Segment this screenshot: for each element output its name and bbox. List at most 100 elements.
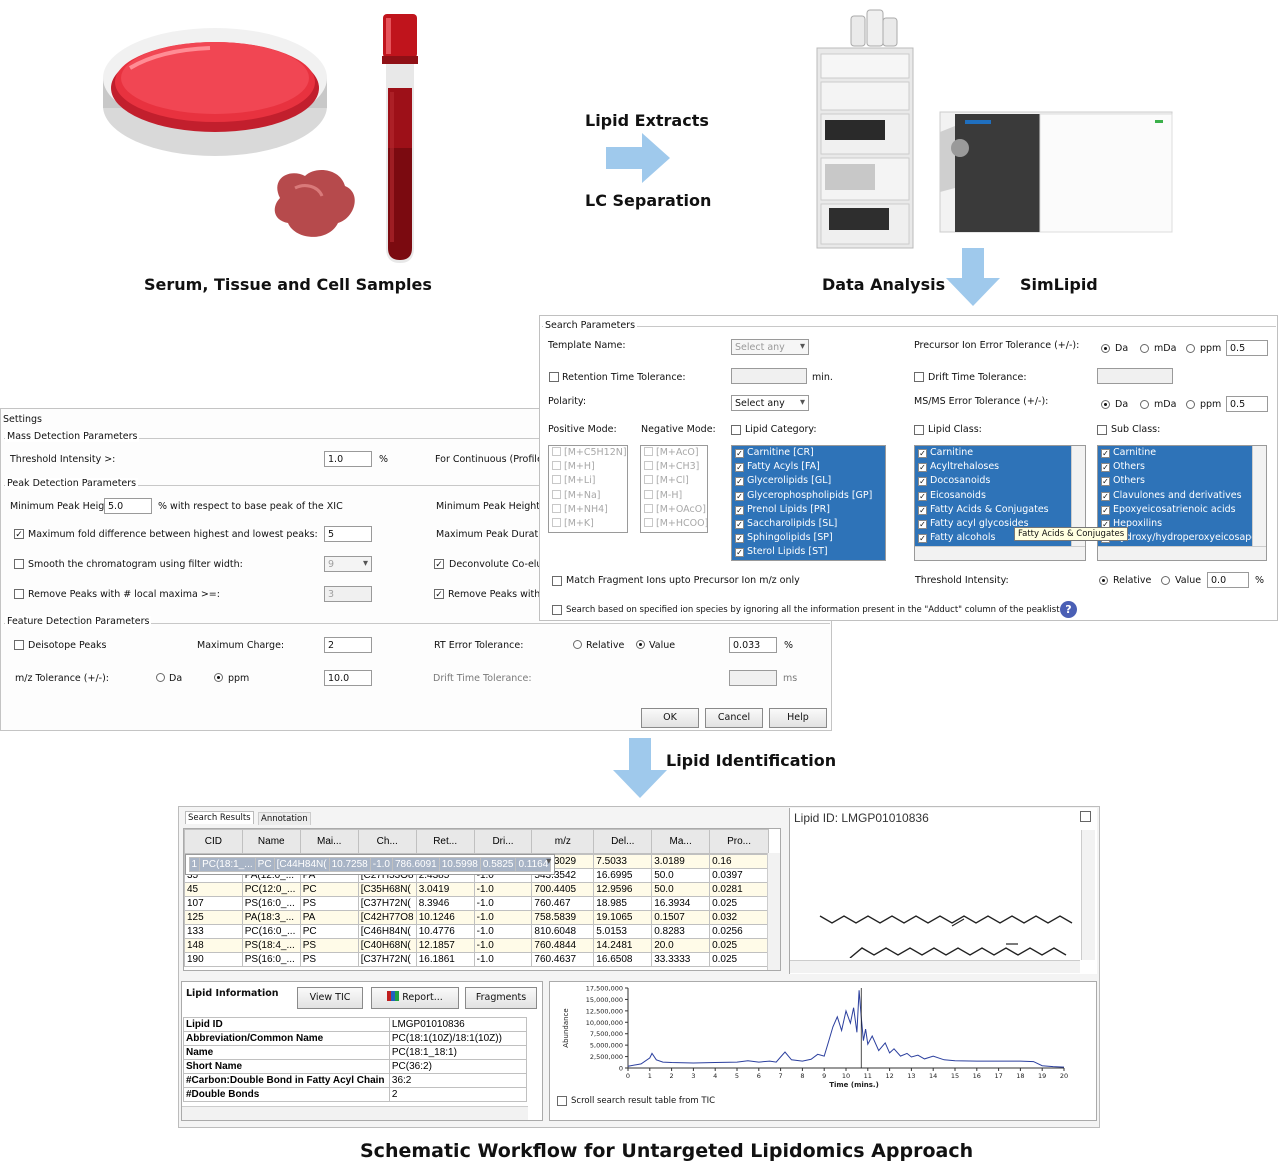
- rt-value-input[interactable]: 0.033: [729, 637, 777, 653]
- list-item[interactable]: ✓ Saccharolipids [SL]: [735, 517, 838, 529]
- column-header[interactable]: CID: [184, 829, 243, 854]
- max-fold-checkbox[interactable]: ✓: [14, 529, 24, 539]
- rt-tol-checkbox[interactable]: [549, 372, 559, 382]
- drift-tol-input[interactable]: [1097, 368, 1173, 384]
- precursor-da-radio[interactable]: [1101, 344, 1110, 353]
- category-checkbox[interactable]: [731, 425, 741, 435]
- view-tic-button[interactable]: View TIC: [297, 987, 363, 1009]
- list-item[interactable]: ✓ Glycerolipids [GL]: [735, 475, 832, 487]
- template-select[interactable]: Select any: [731, 339, 809, 355]
- subclass-list[interactable]: ✓ Carnitine ✓ Others ✓ Others ✓ Clavulones a…: [1097, 445, 1267, 561]
- table-row[interactable]: 107 PS(16:0_... PS [C37H72N(8.3946 -1.0 760.4…: [184, 896, 769, 911]
- expand-icon[interactable]: [1080, 811, 1091, 822]
- structure-scrollbar[interactable]: [1081, 830, 1095, 960]
- negative-mode-list[interactable]: [M+AcO] [M+CH3] [M+Cl] [M-H] [M+OAcO] [M…: [640, 445, 708, 533]
- max-charge-input[interactable]: 2: [324, 637, 372, 653]
- lipid-class-list[interactable]: ✓ Carnitine ✓ Acyltrehaloses ✓ Docosanoids …: [914, 445, 1086, 561]
- table-row[interactable]: 1 PC(18:1_... PC [C44H84N(10.7258 -1.0 786.60…: [184, 854, 556, 875]
- msms-mda-radio[interactable]: [1140, 400, 1149, 409]
- list-item[interactable]: [M+CH3]: [641, 460, 707, 474]
- list-item[interactable]: ✓ Glycerophospholipids [GP]: [735, 489, 873, 501]
- drift-tol-checkbox[interactable]: [914, 372, 924, 382]
- list-item[interactable]: [M+K]: [549, 517, 627, 531]
- column-header[interactable]: Dri...: [473, 829, 533, 854]
- column-header[interactable]: Pro...: [709, 829, 769, 854]
- table-row[interactable]: 133 PC(16:0_... PC [C46H84N(10.4776 -1.0 810.…: [184, 924, 769, 939]
- list-item[interactable]: [M-H]: [641, 489, 707, 503]
- min-peak-input[interactable]: 5.0: [104, 498, 152, 514]
- scroll-from-tic-checkbox[interactable]: [557, 1096, 567, 1106]
- list-item[interactable]: [M+HCOO]: [641, 517, 707, 531]
- list-item[interactable]: ✓ Carnitine: [918, 447, 974, 458]
- list-item[interactable]: [M+AcO]: [641, 446, 707, 460]
- table-row[interactable]: 190 PS(16:0_... PS [C37H72N(16.1861 -1.0 760.…: [184, 952, 769, 967]
- help-button[interactable]: Help: [769, 708, 827, 728]
- tab-annotation[interactable]: Annotation: [258, 812, 311, 825]
- precursor-mda-radio[interactable]: [1140, 344, 1149, 353]
- info-hscrollbar[interactable]: [182, 1106, 528, 1120]
- smooth-select[interactable]: 9: [324, 556, 372, 572]
- list-item[interactable]: [M+H]: [549, 460, 627, 474]
- subclass-checkbox[interactable]: [1097, 425, 1107, 435]
- list-item[interactable]: ✓ Prenol Lipids [PR]: [735, 503, 830, 515]
- remove-local-input[interactable]: 3: [324, 586, 372, 602]
- list-item[interactable]: ✓ Fatty acyl glycosides: [918, 517, 1029, 529]
- list-item[interactable]: ✓ Fatty Acyls [FA]: [735, 461, 820, 473]
- max-fold-input[interactable]: 5: [324, 526, 372, 542]
- smooth-checkbox[interactable]: [14, 559, 24, 569]
- list-item[interactable]: ✓ Epoxyeicosatrienoic acids: [1101, 503, 1236, 515]
- results-scrollbar[interactable]: [767, 853, 780, 970]
- search-threshold-input[interactable]: 0.0: [1207, 572, 1249, 588]
- subclass-list-scrollbar[interactable]: [1252, 446, 1266, 548]
- list-item[interactable]: ✓ Fatty Acids & Conjugates: [918, 503, 1049, 515]
- threshold-input[interactable]: 1.0: [324, 451, 372, 467]
- fragments-button[interactable]: Fragments: [465, 987, 537, 1009]
- list-item[interactable]: ✓ Carnitine [CR]: [735, 447, 814, 458]
- question-icon[interactable]: ?: [1060, 601, 1077, 618]
- list-item[interactable]: ✓ Others: [1101, 461, 1145, 473]
- mz-ppm-radio[interactable]: [214, 673, 223, 682]
- info-row[interactable]: #Carbon:Double Bond in Fatty Acyl Chain 3…: [183, 1073, 528, 1088]
- info-row[interactable]: Short Name PC(36:2): [183, 1059, 528, 1074]
- list-item[interactable]: ✓ Others: [1101, 475, 1145, 487]
- ok-button[interactable]: OK: [641, 708, 699, 728]
- precursor-input[interactable]: 0.5: [1226, 340, 1268, 356]
- structure-hscrollbar[interactable]: [790, 960, 1080, 973]
- list-item[interactable]: ✓ Sterol Lipids [ST]: [735, 546, 828, 558]
- cancel-button[interactable]: Cancel: [705, 708, 763, 728]
- remove-local-checkbox[interactable]: [14, 589, 24, 599]
- list-item[interactable]: [M+Na]: [549, 489, 627, 503]
- list-item[interactable]: [M+C5H12N]: [549, 446, 627, 460]
- list-item[interactable]: [M+OAcO]: [641, 503, 707, 517]
- class-checkbox[interactable]: [914, 425, 924, 435]
- remove-b-checkbox[interactable]: ✓: [434, 589, 444, 599]
- deconvolute-checkbox[interactable]: ✓: [434, 559, 444, 569]
- rt-value-radio[interactable]: [636, 640, 645, 649]
- mz-value-input[interactable]: 10.0: [324, 670, 372, 686]
- table-row[interactable]: 148 PS(18:4_... PS [C40H68N(12.1857 -1.0 760.…: [184, 938, 769, 953]
- match-fragment-checkbox[interactable]: [552, 576, 562, 586]
- table-row[interactable]: 125 PA(18:3_... PA [C42H77O8 10.1246 -1.0 758.…: [184, 910, 769, 925]
- subclass-list-hscrollbar[interactable]: [1098, 546, 1266, 560]
- column-header[interactable]: Mai...: [299, 829, 359, 854]
- class-list-scrollbar[interactable]: [1071, 446, 1085, 548]
- search-relative-radio[interactable]: [1099, 576, 1108, 585]
- positive-mode-list[interactable]: [M+C5H12N] [M+H] [M+Li] [M+Na] [M+NH4] […: [548, 445, 628, 533]
- column-header[interactable]: Name: [241, 829, 301, 854]
- column-header[interactable]: Del...: [593, 829, 653, 854]
- msms-input[interactable]: 0.5: [1226, 396, 1268, 412]
- rt-tol-input[interactable]: [731, 368, 807, 384]
- info-row[interactable]: Lipid ID LMGP01010836: [183, 1017, 528, 1032]
- msms-ppm-radio[interactable]: [1186, 400, 1195, 409]
- tab-search-results[interactable]: Search Results: [185, 811, 254, 824]
- info-row[interactable]: #Double Bonds 2: [183, 1087, 528, 1102]
- precursor-ppm-radio[interactable]: [1186, 344, 1195, 353]
- rt-relative-radio[interactable]: [573, 640, 582, 649]
- list-item[interactable]: ✓ Docosanoids: [918, 475, 991, 487]
- column-header[interactable]: Ma...: [651, 829, 711, 854]
- deisotope-checkbox[interactable]: [14, 640, 24, 650]
- column-header[interactable]: Ret...: [415, 829, 475, 854]
- lipid-category-list[interactable]: ✓ Carnitine [CR] ✓ Fatty Acyls [FA] ✓ Glyce…: [731, 445, 886, 561]
- list-item[interactable]: ✓ Fatty alcohols: [918, 532, 996, 544]
- list-item[interactable]: ✓ Clavulones and derivatives: [1101, 489, 1242, 501]
